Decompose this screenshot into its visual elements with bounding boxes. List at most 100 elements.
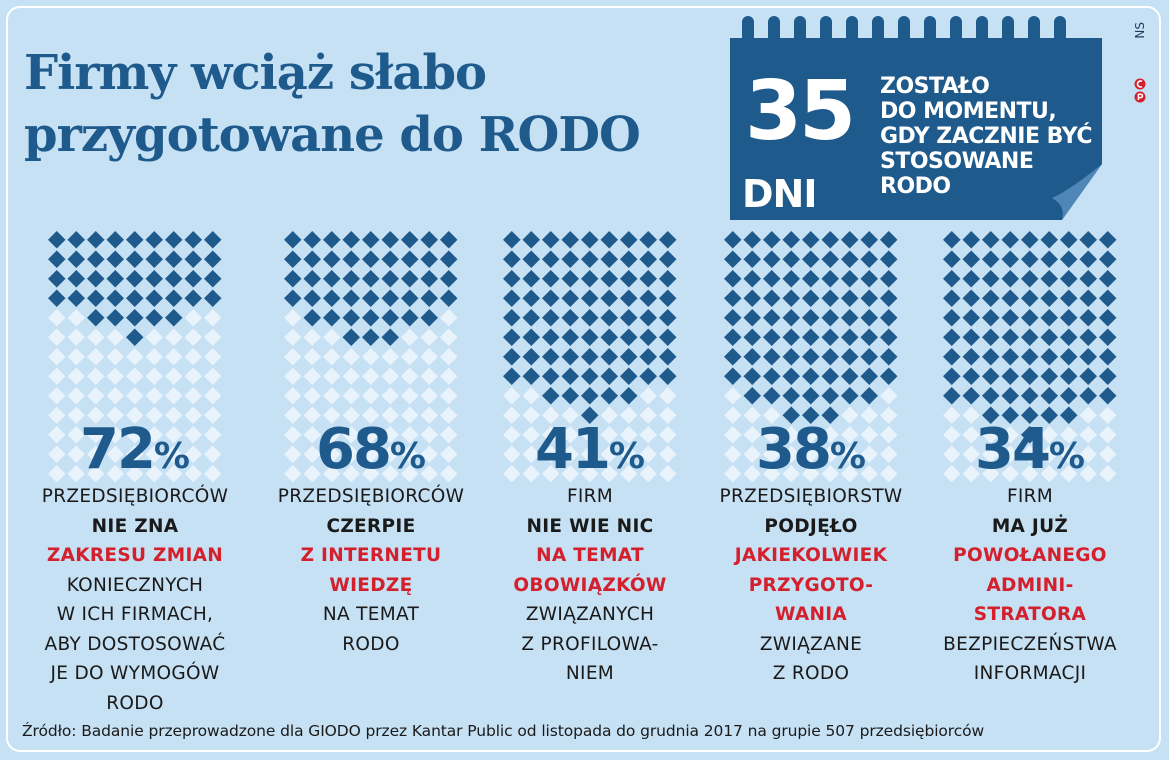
diamond-empty	[503, 406, 521, 424]
diamond-filled	[880, 270, 898, 288]
diamond-empty	[342, 348, 361, 366]
infographic-frame	[6, 6, 1161, 752]
diamond-grid	[48, 231, 222, 483]
diamond-filled	[184, 289, 203, 307]
highlight-text: PRZYGOTO-	[748, 574, 874, 596]
diamond-filled	[401, 231, 419, 249]
diamond-empty	[600, 406, 619, 424]
diamond-empty	[284, 309, 302, 327]
diamond-empty	[639, 426, 658, 444]
diamond-filled	[982, 309, 1000, 327]
diamond-filled	[962, 328, 981, 346]
diamond-empty	[600, 445, 619, 463]
highlight-text: ADMINI-	[986, 574, 1074, 596]
diamond-filled	[581, 270, 599, 288]
diamond-filled	[342, 270, 361, 288]
diamond-filled	[943, 328, 961, 346]
calendar-ring	[768, 16, 780, 50]
diamond-empty	[323, 367, 341, 385]
diamond-filled	[106, 309, 125, 327]
diamond-empty	[724, 426, 742, 444]
diamond-empty	[284, 406, 302, 424]
diamond-empty	[284, 445, 302, 463]
diamond-filled	[802, 309, 820, 327]
diamond-filled	[362, 270, 380, 288]
diamond-filled	[362, 328, 380, 346]
diamond-empty	[342, 445, 361, 463]
diamond-filled	[87, 289, 105, 307]
description-text: NIEM	[565, 663, 615, 684]
diamond-filled	[522, 231, 541, 249]
diamond-filled	[145, 270, 164, 288]
diamond-filled	[724, 250, 742, 268]
diamond-filled	[1079, 250, 1098, 268]
diamond-filled	[782, 231, 801, 249]
diamond-filled	[1040, 367, 1059, 385]
column-4: 38% PRZEDSIĘBIORSTW PODJĘŁO JAKIEKOLWIEK PRZ…	[700, 230, 922, 684]
calendar-ring	[1054, 16, 1066, 50]
diamond-filled	[639, 289, 658, 307]
diamond-empty	[639, 445, 658, 463]
diamond-filled	[323, 309, 341, 327]
value-label: 38%	[700, 420, 922, 487]
diamond-filled	[962, 387, 981, 405]
diamond-empty	[381, 406, 400, 424]
diamond-empty	[303, 367, 322, 385]
diamond-filled	[561, 387, 580, 405]
diamond-filled	[802, 367, 820, 385]
diamond-empty	[87, 328, 105, 346]
diamond-filled	[860, 387, 879, 405]
diamond-filled	[841, 231, 859, 249]
diamond-filled	[841, 387, 859, 405]
diamond-empty	[782, 445, 801, 463]
diamond-empty	[401, 328, 419, 346]
diamond-empty	[87, 348, 105, 366]
diamond-filled	[1099, 231, 1117, 249]
column-description: PRZEDSIĘBIORCÓW CZERPIE Z INTERNETU WIEDZĘ N…	[260, 482, 482, 659]
diamond-empty	[542, 465, 560, 483]
description-text: W ICH FIRMACH,	[56, 604, 214, 625]
diamond-filled	[323, 289, 341, 307]
diamond-filled	[1060, 328, 1078, 346]
diamond-empty	[420, 328, 439, 346]
diamond-empty	[67, 387, 86, 405]
diamond-empty	[440, 367, 458, 385]
diamond-filled	[763, 270, 781, 288]
diamond-filled	[763, 387, 781, 405]
diamond-filled	[821, 289, 840, 307]
diamond-filled	[782, 367, 801, 385]
diamond-filled	[1040, 289, 1059, 307]
diamond-filled	[303, 250, 322, 268]
diamond-filled	[522, 289, 541, 307]
diamond-empty	[440, 309, 458, 327]
diamond-filled	[126, 270, 144, 288]
diamond-filled	[184, 231, 203, 249]
diamond-empty	[962, 445, 981, 463]
diamond-filled	[620, 309, 638, 327]
diamond-filled	[860, 309, 879, 327]
diamond-empty	[303, 426, 322, 444]
diamond-empty	[126, 426, 144, 444]
diamond-filled	[600, 328, 619, 346]
diamond-empty	[48, 348, 66, 366]
diamond-filled	[381, 289, 400, 307]
diamond-filled	[1060, 270, 1078, 288]
diamond-empty	[323, 406, 341, 424]
diamond-empty	[841, 445, 859, 463]
highlight-text: JAKIEKOLWIEK	[734, 545, 888, 566]
calendar-ring	[1028, 16, 1040, 50]
diamond-filled	[943, 367, 961, 385]
diamond-filled	[620, 289, 638, 307]
diamond-filled	[1099, 309, 1117, 327]
diamond-filled	[542, 270, 560, 288]
diamond-filled	[381, 270, 400, 288]
diamond-empty	[943, 465, 961, 483]
diamond-filled	[581, 309, 599, 327]
diamond-filled	[1060, 309, 1078, 327]
diamond-empty	[204, 465, 222, 483]
diamond-filled	[48, 250, 66, 268]
diamond-empty	[821, 426, 840, 444]
diamond-empty	[106, 406, 125, 424]
diamond-filled	[943, 387, 961, 405]
diamond-filled	[522, 270, 541, 288]
